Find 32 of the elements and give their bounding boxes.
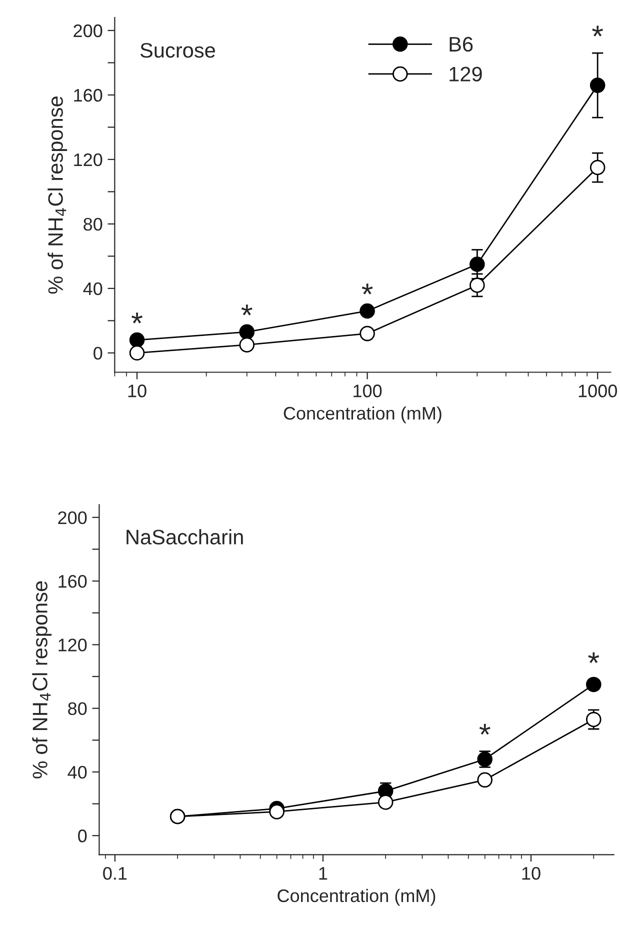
- y-tick-label: 120: [74, 153, 102, 166]
- y-tick-label: 120: [58, 638, 87, 652]
- x-tick-label: 1: [319, 867, 328, 880]
- y-axis-title: % of NH$_{4}$Cl response: [48, 96, 68, 294]
- x-tick-label: 10: [522, 866, 540, 880]
- text: Sucrose: [140, 42, 215, 58]
- annotation: *: [132, 312, 142, 324]
- legend-label: B6: [450, 36, 473, 52]
- y-tick-label: 80: [84, 218, 102, 231]
- annotation: *: [479, 724, 490, 735]
- annotation: *: [592, 26, 604, 36]
- annotation: *: [588, 652, 600, 664]
- x-tick-label: 0.1: [103, 866, 127, 880]
- legend-label: 129: [450, 66, 482, 82]
- y-tick-label: 80: [68, 702, 87, 716]
- x-tick-label: 100: [354, 384, 382, 398]
- y-tick-label: 0: [94, 346, 102, 360]
- y-tick-label: 160: [74, 88, 102, 102]
- x-tick-label: 10: [128, 384, 146, 398]
- y-tick-label: 160: [58, 574, 87, 588]
- y-tick-label: 200: [58, 511, 87, 524]
- y-tick-label: 40: [68, 766, 87, 779]
- y-tick-label: 40: [83, 282, 102, 296]
- x-axis-title: Concentration (mM): [278, 888, 436, 906]
- annotation: *: [241, 304, 252, 316]
- y-tick-label: 200: [74, 24, 102, 38]
- annotation: *: [362, 284, 373, 294]
- y-axis-title: % of NH$_{4}$Cl response: [32, 581, 52, 778]
- x-tick-label: 1000: [578, 384, 617, 398]
- x-axis-title: Concentration (mM): [284, 406, 442, 424]
- y-tick-label: 0: [78, 830, 87, 842]
- text: NaSaccharin: [126, 529, 243, 544]
